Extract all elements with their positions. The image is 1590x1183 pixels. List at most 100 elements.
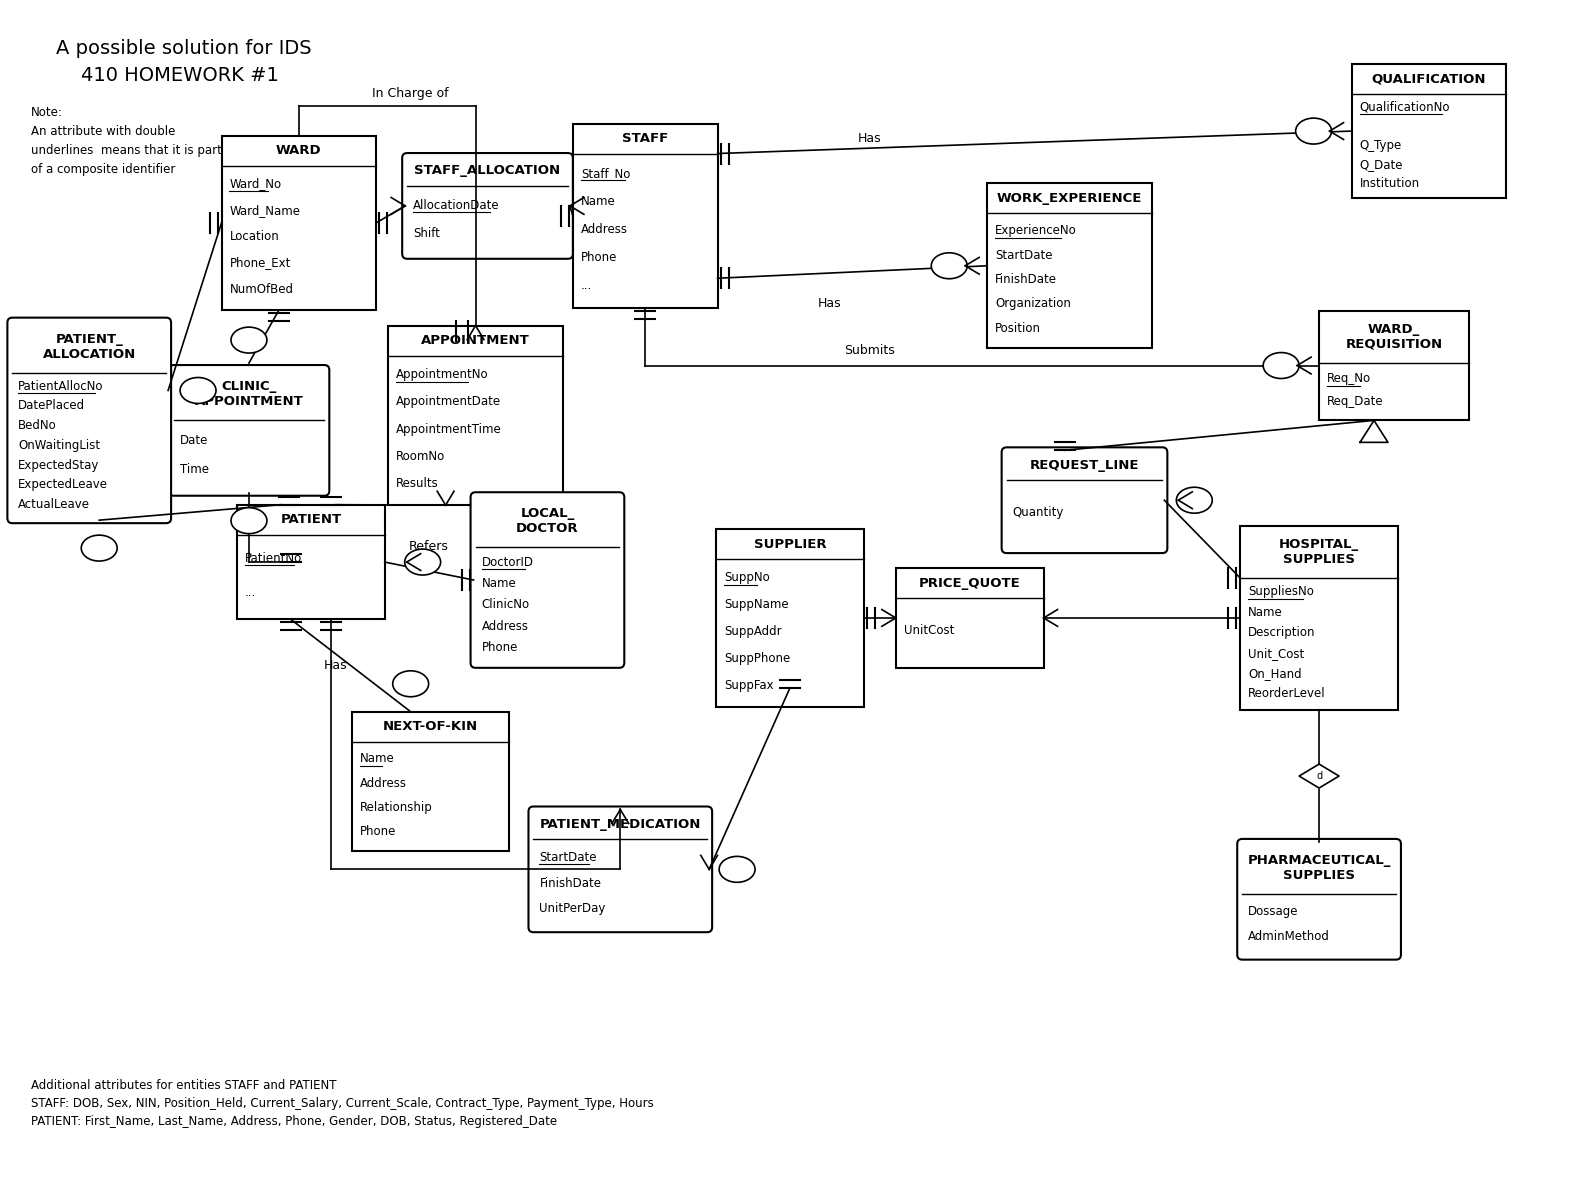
Text: 410 HOMEWORK #1: 410 HOMEWORK #1 bbox=[56, 66, 280, 85]
Text: Name: Name bbox=[482, 577, 517, 590]
Text: Staff_No: Staff_No bbox=[580, 167, 630, 180]
Text: RoomNo: RoomNo bbox=[396, 450, 445, 463]
FancyBboxPatch shape bbox=[402, 153, 572, 259]
Text: UnitPerDay: UnitPerDay bbox=[539, 903, 606, 916]
Text: FinishDate: FinishDate bbox=[539, 877, 601, 890]
Text: Phone: Phone bbox=[482, 641, 518, 654]
Text: AllocationDate: AllocationDate bbox=[413, 199, 499, 212]
Ellipse shape bbox=[393, 671, 429, 697]
Text: Q_Date: Q_Date bbox=[1359, 157, 1402, 170]
Text: PatientAllocNo: PatientAllocNo bbox=[19, 380, 103, 393]
Bar bbox=[351, 712, 509, 852]
Ellipse shape bbox=[81, 535, 118, 561]
Text: DoctorID: DoctorID bbox=[482, 556, 534, 569]
Text: A possible solution for IDS: A possible solution for IDS bbox=[56, 39, 312, 58]
Text: Phone: Phone bbox=[359, 826, 396, 839]
Text: OnWaitingList: OnWaitingList bbox=[19, 439, 100, 452]
Ellipse shape bbox=[405, 549, 440, 575]
Text: Has: Has bbox=[859, 132, 882, 146]
Text: Name: Name bbox=[1248, 606, 1283, 619]
Text: WORK_EXPERIENCE: WORK_EXPERIENCE bbox=[997, 192, 1142, 205]
Text: ExpectedStay: ExpectedStay bbox=[19, 459, 100, 472]
Text: SUPPLIER: SUPPLIER bbox=[754, 537, 827, 550]
Text: Dossage: Dossage bbox=[1248, 905, 1299, 918]
Text: Phone: Phone bbox=[580, 251, 617, 264]
Text: Description: Description bbox=[1248, 626, 1315, 639]
Text: Results: Results bbox=[396, 477, 439, 490]
Ellipse shape bbox=[1296, 118, 1331, 144]
Text: Req_Date: Req_Date bbox=[1328, 395, 1383, 408]
Text: SuppName: SuppName bbox=[723, 599, 789, 612]
Text: In Charge of: In Charge of bbox=[372, 88, 448, 101]
Text: SuppPhone: SuppPhone bbox=[723, 652, 790, 665]
Text: Organization: Organization bbox=[995, 297, 1072, 310]
Text: PATIENT_
ALLOCATION: PATIENT_ ALLOCATION bbox=[43, 332, 135, 361]
Text: Has: Has bbox=[324, 659, 348, 672]
Ellipse shape bbox=[719, 856, 755, 883]
Text: AppointmentDate: AppointmentDate bbox=[396, 395, 501, 408]
Text: d: d bbox=[1317, 771, 1323, 781]
Text: WARD_
REQUISITION: WARD_ REQUISITION bbox=[1345, 323, 1442, 350]
Text: HOSPITAL_
SUPPLIES: HOSPITAL_ SUPPLIES bbox=[1278, 537, 1359, 565]
Text: Phone_Ext: Phone_Ext bbox=[229, 257, 291, 270]
Bar bbox=[1240, 525, 1398, 710]
Text: REQUEST_LINE: REQUEST_LINE bbox=[1030, 459, 1140, 472]
Text: StartDate: StartDate bbox=[995, 248, 1053, 261]
Text: StartDate: StartDate bbox=[539, 851, 596, 864]
Text: Additional attributes for entities STAFF and PATIENT
STAFF: DOB, Sex, NIN, Posit: Additional attributes for entities STAFF… bbox=[32, 1079, 653, 1127]
Text: Submits: Submits bbox=[844, 344, 895, 357]
Text: PHARMACEUTICAL_
SUPPLIES: PHARMACEUTICAL_ SUPPLIES bbox=[1248, 854, 1391, 881]
Ellipse shape bbox=[231, 328, 267, 353]
Ellipse shape bbox=[932, 253, 967, 279]
Text: AppointmentNo: AppointmentNo bbox=[396, 368, 488, 381]
Text: PatientNo: PatientNo bbox=[245, 552, 302, 564]
Bar bbox=[716, 529, 863, 706]
Text: Relationship: Relationship bbox=[359, 801, 432, 814]
Text: Ward_Name: Ward_Name bbox=[229, 203, 301, 216]
Bar bbox=[987, 183, 1151, 348]
Text: Note:
An attribute with double
underlines  means that it is part
of a composite : Note: An attribute with double underline… bbox=[32, 106, 223, 176]
Text: BedNo: BedNo bbox=[19, 419, 57, 432]
Bar bbox=[1320, 311, 1469, 420]
Bar bbox=[1352, 64, 1506, 199]
Text: Position: Position bbox=[995, 322, 1041, 335]
Text: ActualLeave: ActualLeave bbox=[19, 498, 91, 511]
FancyBboxPatch shape bbox=[528, 807, 712, 932]
FancyBboxPatch shape bbox=[471, 492, 625, 668]
Text: Req_No: Req_No bbox=[1328, 373, 1371, 386]
Text: STAFF: STAFF bbox=[622, 132, 668, 146]
Bar bbox=[221, 136, 377, 310]
Text: PRICE_QUOTE: PRICE_QUOTE bbox=[919, 576, 1021, 589]
Text: Date: Date bbox=[180, 434, 208, 447]
Text: Address: Address bbox=[482, 620, 528, 633]
Text: On_Hand: On_Hand bbox=[1248, 667, 1302, 680]
Text: ClinicNo: ClinicNo bbox=[482, 599, 529, 612]
Text: Shift: Shift bbox=[413, 227, 440, 240]
Text: Name: Name bbox=[359, 752, 394, 765]
Text: PATIENT_MEDICATION: PATIENT_MEDICATION bbox=[539, 817, 701, 830]
Text: Quantity: Quantity bbox=[1013, 506, 1064, 519]
Text: NumOfBed: NumOfBed bbox=[229, 283, 294, 296]
Text: SuppAddr: SuppAddr bbox=[723, 625, 782, 638]
Text: Has: Has bbox=[819, 297, 841, 310]
Text: LOCAL_
DOCTOR: LOCAL_ DOCTOR bbox=[517, 508, 579, 535]
Text: AppointmentTime: AppointmentTime bbox=[396, 422, 502, 435]
Text: Q_Type: Q_Type bbox=[1359, 138, 1402, 151]
Text: DatePlaced: DatePlaced bbox=[19, 400, 86, 413]
Bar bbox=[895, 568, 1043, 668]
Text: ...: ... bbox=[245, 586, 256, 599]
Text: Time: Time bbox=[180, 463, 208, 476]
Text: QualificationNo: QualificationNo bbox=[1359, 101, 1450, 114]
FancyBboxPatch shape bbox=[8, 318, 172, 523]
Text: Institution: Institution bbox=[1359, 176, 1420, 189]
Text: Ward_No: Ward_No bbox=[229, 177, 281, 190]
FancyBboxPatch shape bbox=[169, 366, 329, 496]
Text: SuppNo: SuppNo bbox=[723, 571, 770, 584]
FancyBboxPatch shape bbox=[1002, 447, 1167, 554]
Text: ExpectedLeave: ExpectedLeave bbox=[19, 478, 108, 491]
Text: STAFF_ALLOCATION: STAFF_ALLOCATION bbox=[415, 164, 561, 177]
Text: FinishDate: FinishDate bbox=[995, 273, 1057, 286]
Text: Name: Name bbox=[580, 195, 615, 208]
Text: Refers: Refers bbox=[409, 539, 448, 552]
Ellipse shape bbox=[231, 508, 267, 534]
